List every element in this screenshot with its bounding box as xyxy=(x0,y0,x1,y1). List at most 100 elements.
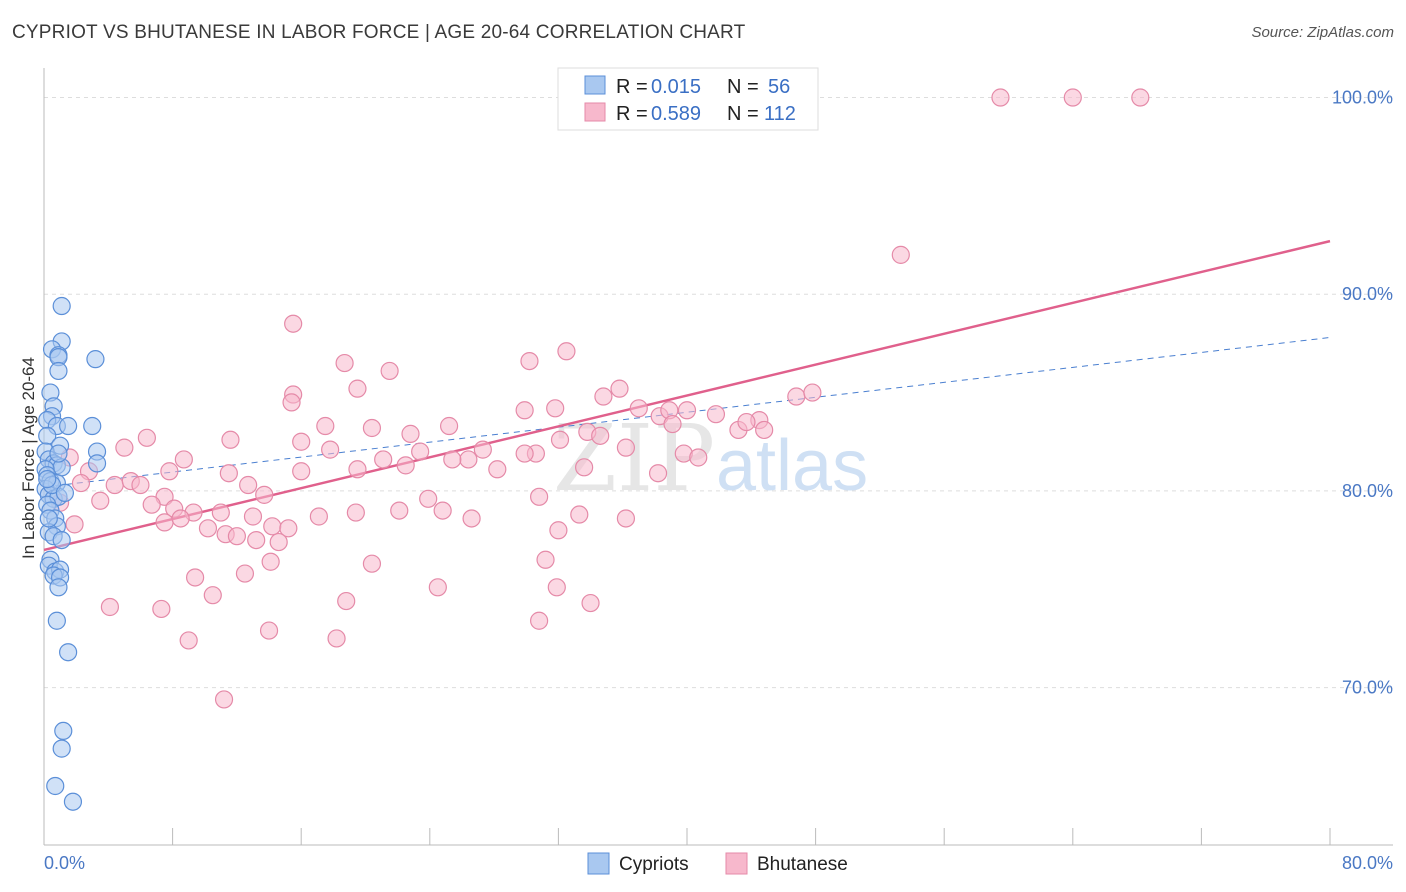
bhutanese-point xyxy=(787,387,806,406)
bhutanese-point xyxy=(401,424,420,443)
bhutanese-point xyxy=(419,489,438,508)
cypriot-point xyxy=(39,509,58,528)
bhutanese-point xyxy=(91,491,110,510)
bhutanese-point xyxy=(536,550,555,569)
bhutanese-point xyxy=(591,426,610,445)
bhutanese-point xyxy=(737,412,756,432)
bhutanese-point xyxy=(214,690,234,709)
bhutanese-point xyxy=(629,399,648,418)
bottom-legend-label-bhutanese: Bhutanese xyxy=(757,854,848,875)
bhutanese-point xyxy=(327,629,346,648)
bhutanese-point xyxy=(152,599,171,619)
cypriot-point xyxy=(83,416,102,436)
bhutanese-point xyxy=(292,432,311,451)
cypriot-point xyxy=(38,470,57,489)
legend-n-label-bhutanese: N = xyxy=(727,103,759,125)
bhutanese-point xyxy=(362,418,382,438)
bhutanese-point xyxy=(261,552,280,571)
bhutanese-point xyxy=(282,393,301,412)
bhutanese-point xyxy=(575,458,594,477)
legend-r-value-bhutanese: 0.589 xyxy=(651,103,701,125)
bhutanese-point xyxy=(462,509,481,528)
bhutanese-point xyxy=(279,519,298,538)
cypriot-point xyxy=(52,531,71,550)
bhutanese-point xyxy=(411,442,430,461)
x-tick-label-min: 0.0% xyxy=(44,853,85,873)
bhutanese-point xyxy=(390,501,409,520)
bhutanese-point xyxy=(547,578,566,597)
legend-swatch-cypriots xyxy=(584,75,606,95)
bhutanese-point xyxy=(174,450,193,469)
y-tick-label: 100.0% xyxy=(1332,88,1393,108)
bhutanese-point xyxy=(362,554,382,573)
bhutanese-point xyxy=(263,517,282,536)
bhutanese-point xyxy=(235,564,255,583)
cypriot-point xyxy=(52,296,71,316)
bhutanese-point xyxy=(211,503,230,522)
chart-title: CYPRIOT VS BHUTANESE IN LABOR FORCE | AG… xyxy=(12,22,746,43)
bhutanese-point xyxy=(616,438,636,457)
bhutanese-point xyxy=(581,593,600,613)
legend-n-value-cypriots: 56 xyxy=(768,76,790,98)
grid xyxy=(44,97,1393,689)
bhutanese-point xyxy=(292,462,311,481)
bhutanese-point xyxy=(459,450,478,469)
bhutanese-point xyxy=(488,460,507,479)
bhutanese-point xyxy=(396,456,415,475)
watermark-atlas: atlas xyxy=(716,426,868,506)
bhutanese-point xyxy=(530,611,549,630)
bhutanese-point xyxy=(100,597,120,617)
bhutanese-point xyxy=(677,401,697,420)
bhutanese-point xyxy=(171,509,190,528)
y-tick-label: 70.0% xyxy=(1342,678,1393,698)
bhutanese-point xyxy=(348,379,367,398)
bhutanese-point xyxy=(284,314,303,333)
bhutanese-point xyxy=(160,462,179,481)
legend-r-label-cypriots: R = xyxy=(616,76,648,98)
cypriot-point xyxy=(49,578,68,597)
bhutanese-point xyxy=(530,487,549,506)
cypriot-point xyxy=(52,739,71,758)
cypriot-point xyxy=(59,643,78,662)
bhutanese-point xyxy=(198,519,218,538)
bhutanese-point xyxy=(549,521,568,540)
bhutanese-points xyxy=(50,88,1150,709)
bottom-legend-label-cypriots: Cypriots xyxy=(619,854,689,875)
legend-r-value-cypriots: 0.015 xyxy=(651,76,701,98)
legend-swatch-bhutanese xyxy=(584,102,606,122)
cypriot-point xyxy=(49,444,68,463)
bhutanese-point xyxy=(1131,88,1150,107)
bhutanese-point xyxy=(557,342,576,361)
chart-source: Source: ZipAtlas.com xyxy=(1251,24,1394,41)
bhutanese-point xyxy=(803,383,822,402)
y-axis-label: In Labor Force | Age 20-64 xyxy=(19,357,38,559)
bhutanese-point xyxy=(706,405,726,424)
bhutanese-point xyxy=(550,430,570,449)
bhutanese-point xyxy=(610,379,629,398)
bhutanese-point xyxy=(473,440,492,459)
cypriot-point xyxy=(54,721,73,741)
y-tick-label: 90.0% xyxy=(1342,284,1393,304)
bhutanese-point xyxy=(105,475,124,495)
bhutanese-point xyxy=(346,503,365,522)
bhutanese-point xyxy=(247,531,266,550)
bhutanese-point xyxy=(648,464,668,483)
bhutanese-point xyxy=(594,387,613,406)
bhutanese-point xyxy=(546,399,565,418)
cypriot-point xyxy=(46,776,65,796)
bhutanese-point xyxy=(689,448,708,467)
legend-n-value-bhutanese: 112 xyxy=(764,103,796,125)
bottom-legend-swatch-bhutanese xyxy=(725,852,748,875)
y-tick-labels: 70.0% 80.0% 90.0% 100.0% xyxy=(1332,88,1393,698)
bhutanese-point xyxy=(137,428,156,447)
bhutanese-point xyxy=(239,475,258,495)
bhutanese-point xyxy=(428,578,447,597)
bhutanese-point xyxy=(380,361,399,381)
bhutanese-point xyxy=(520,351,539,371)
bhutanese-point xyxy=(755,420,774,440)
legend-n-label-cypriots: N = xyxy=(727,76,759,98)
bhutanese-point xyxy=(227,527,246,546)
bhutanese-point xyxy=(269,532,288,552)
bhutanese-point xyxy=(309,507,328,526)
legend: R = 0.015 N = 56 R = 0.589 N = 112 xyxy=(557,67,819,131)
